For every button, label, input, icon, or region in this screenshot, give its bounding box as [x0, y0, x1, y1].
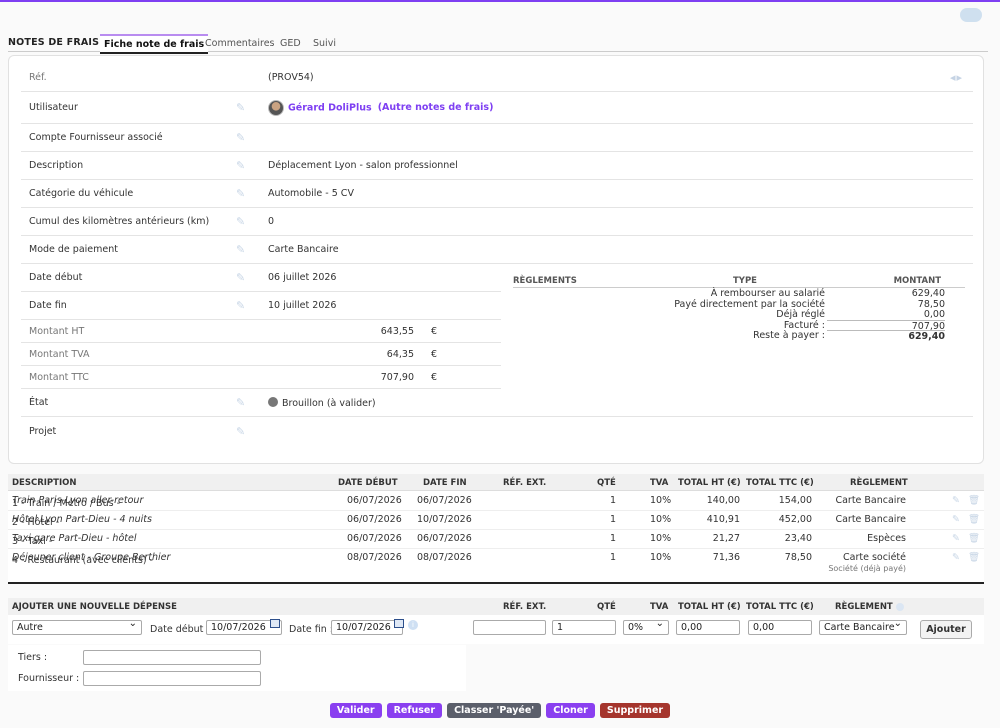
table-row[interactable]: 2 - Hôtel - Hôtel Lyon Part-Dieu - 4 nui…	[8, 511, 984, 530]
field-ref: Réf. (PROV54)	[21, 64, 973, 92]
add-expense-button[interactable]: Ajouter	[920, 620, 972, 639]
field-date-end: Date fin ✎ 10 juillet 2026	[21, 292, 501, 320]
field-payment-mode: Mode de paiement ✎ Carte Bancaire	[21, 236, 973, 264]
app-logo-icon[interactable]	[960, 8, 982, 22]
field-amount-ht: Montant HT 643,55 €	[21, 320, 501, 343]
tab-bar: NOTES DE FRAIS Fiche note de frais Comme…	[8, 34, 988, 54]
third-party-fields: Tiers : Fournisseur :	[8, 645, 466, 691]
edit-icon[interactable]: ✎	[236, 243, 246, 256]
edit-icon[interactable]: ✎	[236, 101, 246, 114]
summary-line: Reste à payer :629,40	[753, 330, 945, 342]
edit-icon[interactable]: ✎	[236, 159, 246, 172]
user-link[interactable]: Gérard DoliPlus	[288, 102, 372, 113]
date-start-input[interactable]: 10/07/2026	[206, 620, 282, 635]
edit-icon[interactable]: ✎	[236, 131, 246, 144]
field-description: Description ✎ Déplacement Lyon - salon p…	[21, 152, 973, 180]
summary-line: Facturé :707,90	[783, 319, 945, 332]
field-amount-ttc: Montant TTC 707,90 €	[21, 366, 501, 389]
edit-icon[interactable]: ✎	[952, 533, 960, 544]
table-header: DESCRIPTION DATE DÉBUT DATE FIN RÉF. EXT…	[8, 474, 984, 491]
calendar-icon[interactable]	[394, 619, 404, 628]
classify-paid-button[interactable]: Classer 'Payée'	[447, 703, 542, 718]
edit-icon[interactable]: ✎	[952, 514, 960, 525]
page-title: NOTES DE FRAIS	[8, 37, 100, 48]
edit-icon[interactable]: ✎	[236, 396, 246, 409]
info-icon: i	[408, 620, 418, 630]
edit-icon[interactable]: ✎	[236, 271, 246, 284]
edit-icon[interactable]: ✎	[236, 215, 246, 228]
add-expense-header: AJOUTER UNE NOUVELLE DÉPENSE RÉF. EXT. Q…	[8, 598, 984, 615]
action-bar: Valider Refuser Classer 'Payée' Cloner S…	[0, 703, 1000, 718]
edit-icon[interactable]: ✎	[236, 187, 246, 200]
date-end-input[interactable]: 10/07/2026	[331, 620, 403, 635]
tab-commentaires[interactable]: Commentaires	[205, 38, 275, 49]
validate-button[interactable]: Valider	[329, 703, 382, 718]
status-badge: Brouillon (à valider)	[282, 397, 376, 409]
expense-lines-table: DESCRIPTION DATE DÉBUT DATE FIN RÉF. EXT…	[8, 474, 984, 584]
total-ttc-input[interactable]: 0,00	[748, 620, 812, 635]
field-supplier-account: Compte Fournisseur associé ✎	[21, 124, 973, 152]
tiers-input[interactable]	[83, 650, 261, 665]
payments-summary: RÈGLEMENTS TYPE MONTANT À rembourser au …	[513, 274, 965, 342]
ref-value: (PROV54)	[268, 72, 314, 83]
field-vehicle: Catégorie du véhicule ✎ Automobile - 5 C…	[21, 180, 973, 208]
table-row[interactable]: 3 - Taxi - Taxi gare Part-Dieu - hôtel 0…	[8, 530, 984, 549]
table-row[interactable]: 4 - Restaurant (avec clients) - Déjeuner…	[12, 552, 981, 573]
tab-fiche[interactable]: Fiche note de frais	[100, 34, 209, 54]
summary-line: À rembourser au salarié 629,40	[710, 288, 945, 299]
edit-icon[interactable]: ✎	[236, 299, 246, 312]
tva-select[interactable]: 0%	[623, 618, 669, 635]
edit-icon[interactable]: ✎	[236, 424, 246, 438]
total-ht-input[interactable]: 0,00	[676, 620, 740, 635]
add-expense-form: AJOUTER UNE NOUVELLE DÉPENSE RÉF. EXT. Q…	[8, 598, 984, 644]
tab-ged[interactable]: GED	[280, 38, 301, 49]
tab-suivi[interactable]: Suivi	[313, 38, 336, 49]
top-accent-bar	[0, 0, 1000, 2]
refuse-button[interactable]: Refuser	[386, 703, 443, 718]
field-km: Cumul des kilomètres antérieurs (km) ✎ 0	[21, 208, 973, 236]
field-date-start: Date début ✎ 06 juillet 2026	[21, 264, 501, 292]
avatar	[268, 99, 284, 116]
edit-icon[interactable]: ✎	[952, 495, 960, 506]
expense-report-card: ◂▸ Réf. (PROV54) Utilisateur ✎ Gérard Do…	[8, 55, 984, 464]
other-reports-link[interactable]: (Autre notes de frais)	[377, 102, 494, 113]
info-icon	[896, 603, 904, 611]
status-dot-icon	[268, 396, 278, 407]
quantity-input[interactable]: 1	[552, 620, 616, 635]
calendar-icon[interactable]	[270, 619, 280, 628]
payment-select[interactable]: Carte Bancaire	[819, 618, 907, 635]
edit-icon[interactable]: ✎	[952, 552, 960, 563]
field-user: Utilisateur ✎ Gérard DoliPlus (Autre note…	[21, 92, 973, 124]
ref-ext-input[interactable]	[473, 620, 546, 635]
delete-button[interactable]: Supprimer	[599, 703, 671, 718]
supplier-input[interactable]	[83, 671, 261, 686]
record-nav-arrows-icon[interactable]: ◂▸	[949, 71, 963, 84]
field-state: État ✎ Brouillon (à valider)	[21, 389, 973, 417]
delete-icon[interactable]: 🗑	[968, 514, 981, 525]
delete-icon[interactable]: 🗑	[968, 533, 981, 544]
summary-line: Payé directement par la société 78,50	[674, 298, 945, 310]
field-project: Projet ✎	[21, 417, 973, 445]
summary-line: Déjà réglé 0,00	[776, 309, 945, 320]
delete-icon[interactable]: 🗑	[968, 552, 981, 563]
clone-button[interactable]: Cloner	[546, 703, 595, 718]
expense-type-select[interactable]: Autre	[12, 618, 142, 635]
table-row[interactable]: 1 - Train / Métro / Bus - Train Paris-Ly…	[8, 492, 984, 511]
delete-icon[interactable]: 🗑	[968, 495, 981, 506]
field-amount-tva: Montant TVA 64,35 €	[21, 343, 501, 366]
